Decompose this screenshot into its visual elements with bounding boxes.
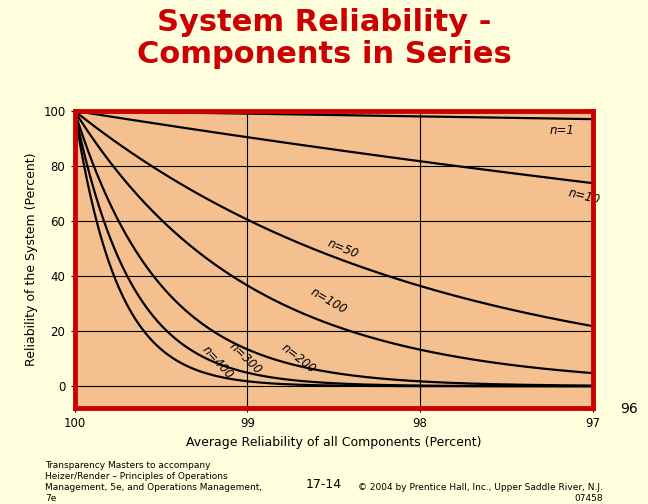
Y-axis label: Reliability of the System (Percent): Reliability of the System (Percent) <box>25 153 38 366</box>
Text: n=50: n=50 <box>325 236 360 261</box>
Text: 17-14: 17-14 <box>306 478 342 491</box>
Text: n=100: n=100 <box>308 285 349 317</box>
Text: n=1: n=1 <box>550 123 575 137</box>
Text: System Reliability -
Components in Series: System Reliability - Components in Serie… <box>137 8 511 69</box>
Text: n=300: n=300 <box>227 340 264 377</box>
Text: n=400: n=400 <box>199 344 235 382</box>
Text: Transparency Masters to accompany
Heizer/Render – Principles of Operations
Manag: Transparency Masters to accompany Heizer… <box>45 461 262 503</box>
Text: © 2004 by Prentice Hall, Inc., Upper Saddle River, N.J.
07458: © 2004 by Prentice Hall, Inc., Upper Sad… <box>358 483 603 503</box>
Text: n=200: n=200 <box>279 341 318 376</box>
Text: n=10: n=10 <box>567 186 601 207</box>
X-axis label: Average Reliability of all Components (Percent): Average Reliability of all Components (P… <box>186 436 481 449</box>
Text: 96: 96 <box>621 402 638 416</box>
